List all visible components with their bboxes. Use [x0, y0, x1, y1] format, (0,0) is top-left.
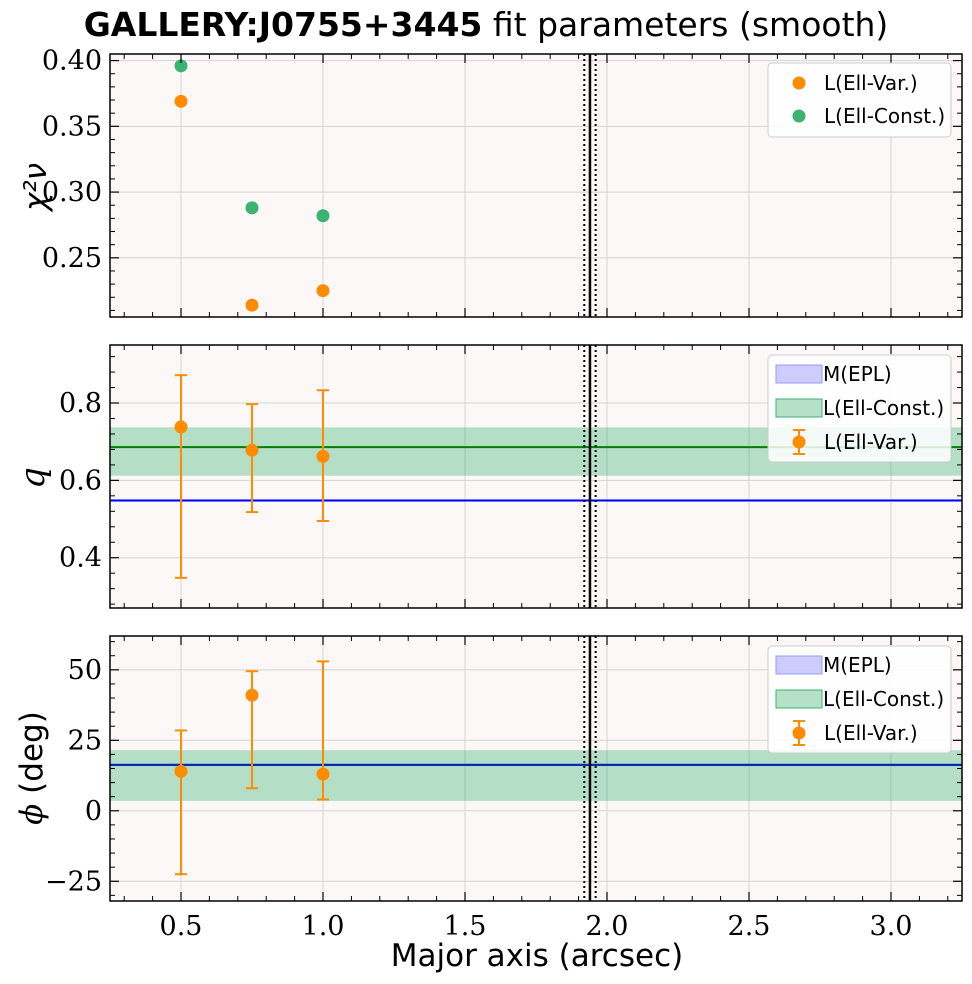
chi2-point-ell-var: [174, 94, 188, 108]
phi-panel: −25 0 25 50 0.5 1.0 1.5 2.0 2.5 3.0 ϕ (deg) Majo…: [14, 635, 963, 974]
q-ytick-label: 0.4: [59, 543, 102, 574]
phi-y-axis-label: ϕ (deg): [14, 711, 50, 825]
q-ytick-label: 0.8: [59, 388, 102, 419]
q-legend-label: L(Ell-Const.): [823, 396, 944, 420]
chi2-legend-marker: [792, 109, 806, 123]
phi-legend-label: L(Ell-Const.): [823, 687, 944, 711]
q-vlines: [583, 345, 597, 608]
phi-symbol: ϕ: [14, 794, 50, 825]
q-legend: M(EPL) L(Ell-Const.) L(Ell-Var.): [767, 354, 952, 463]
q-point-ell-var: [174, 420, 188, 434]
x-tick-label: 1.5: [444, 911, 487, 942]
phi-legend-label: L(Ell-Var.): [824, 721, 918, 745]
phi-bands: [110, 750, 962, 801]
q-legend-label: M(EPL): [823, 362, 892, 386]
chi2-vlines: [583, 54, 597, 317]
q-legend-var-marker: [792, 435, 806, 449]
x-tick-label: 2.5: [728, 911, 771, 942]
chi2-point-ell-const: [245, 201, 259, 215]
figure-title-bold: GALLERY:J0755+3445: [84, 5, 483, 44]
phi-ytick-label: −25: [45, 866, 102, 897]
chi2-frame: [109, 53, 963, 318]
phi-legend-epl-swatch: [775, 655, 823, 675]
chi2-legend-label: L(Ell-Var.): [824, 71, 918, 95]
phi-y-axis-label-text: ϕ (deg): [14, 711, 50, 825]
phi-legend-label: M(EPL): [823, 653, 892, 677]
chi2-point-ell-const: [316, 209, 330, 223]
q-frame: [109, 344, 963, 609]
phi-frame: [109, 635, 963, 902]
phi-y-axis-label-unit: (deg): [14, 711, 50, 794]
phi-point-ell-var: [316, 767, 330, 781]
chi2-legend-marker: [792, 76, 806, 90]
phi-ell-const-band: [110, 750, 962, 801]
q-ytick-label: 0.6: [59, 465, 102, 496]
phi-legend: M(EPL) L(Ell-Const.) L(Ell-Var.): [767, 645, 952, 754]
chi2-panel: 0.25 0.30 0.35 0.40 χ²ν L(Ell-Var.) L(Ell-Co…: [18, 46, 963, 318]
q-point-ell-var: [245, 443, 259, 457]
phi-point-ell-var: [245, 688, 259, 702]
chi2-ytick-label: 0.30: [42, 177, 102, 208]
phi-marks: [174, 660, 330, 876]
phi-x-tick-labels: 0.5 1.0 1.5 2.0 2.5 3.0: [160, 911, 913, 942]
chi2-ytick-label: 0.25: [42, 243, 102, 274]
chi2-point-ell-var: [245, 298, 259, 312]
figure-title: GALLERY:J0755+3445 fit parameters (smoot…: [84, 5, 889, 44]
chi2-point-ell-const: [174, 59, 188, 73]
chi2-y-tick-labels: 0.25 0.30 0.35 0.40: [42, 46, 102, 274]
q-y-tick-labels: 0.4 0.6 0.8: [59, 388, 102, 574]
chi2-y-axis-label: χ²ν: [18, 163, 54, 213]
q-y-axis-label: q: [13, 467, 53, 489]
phi-y-tick-labels: −25 0 25 50: [45, 655, 102, 897]
x-tick-label: 0.5: [160, 911, 203, 942]
phi-legend-const-swatch: [775, 689, 823, 709]
figure-title-rest: fit parameters (smooth): [482, 5, 888, 44]
chi2-legend-label: L(Ell-Const.): [824, 104, 945, 128]
x-tick-label: 3.0: [870, 911, 913, 942]
q-legend-epl-swatch: [775, 364, 823, 384]
chi2-point-ell-var: [316, 284, 330, 298]
q-legend-const-swatch: [775, 398, 823, 418]
phi-ticks: [110, 636, 962, 901]
chi2-y-axis-label-text: χ²ν: [18, 163, 54, 213]
phi-ytick-label: 50: [68, 655, 102, 686]
phi-ytick-label: 25: [68, 725, 102, 756]
chi2-marks: [174, 59, 330, 312]
q-legend-label: L(Ell-Var.): [824, 430, 918, 454]
phi-ytick-label: 0: [85, 796, 102, 827]
q-ticks: [110, 345, 962, 608]
q-panel: 0.4 0.6 0.8 q M(EPL) L(Ell-Const.) L(Ell-Var…: [13, 344, 963, 609]
x-tick-label: 1.0: [302, 911, 345, 942]
q-point-ell-var: [316, 449, 330, 463]
x-axis-label: Major axis (arcsec): [391, 938, 683, 974]
chi2-legend: L(Ell-Var.) L(Ell-Const.): [767, 62, 952, 138]
x-tick-label: 2.0: [586, 911, 629, 942]
chi2-ytick-label: 0.35: [42, 111, 102, 142]
chi2-ticks: [110, 54, 962, 317]
phi-legend-var-marker: [792, 726, 806, 740]
chi2-ytick-label: 0.40: [42, 46, 102, 77]
phi-vlines: [583, 636, 597, 901]
chi2-legend-box: [767, 62, 952, 138]
q-marks: [174, 374, 330, 579]
phi-point-ell-var: [174, 764, 188, 778]
